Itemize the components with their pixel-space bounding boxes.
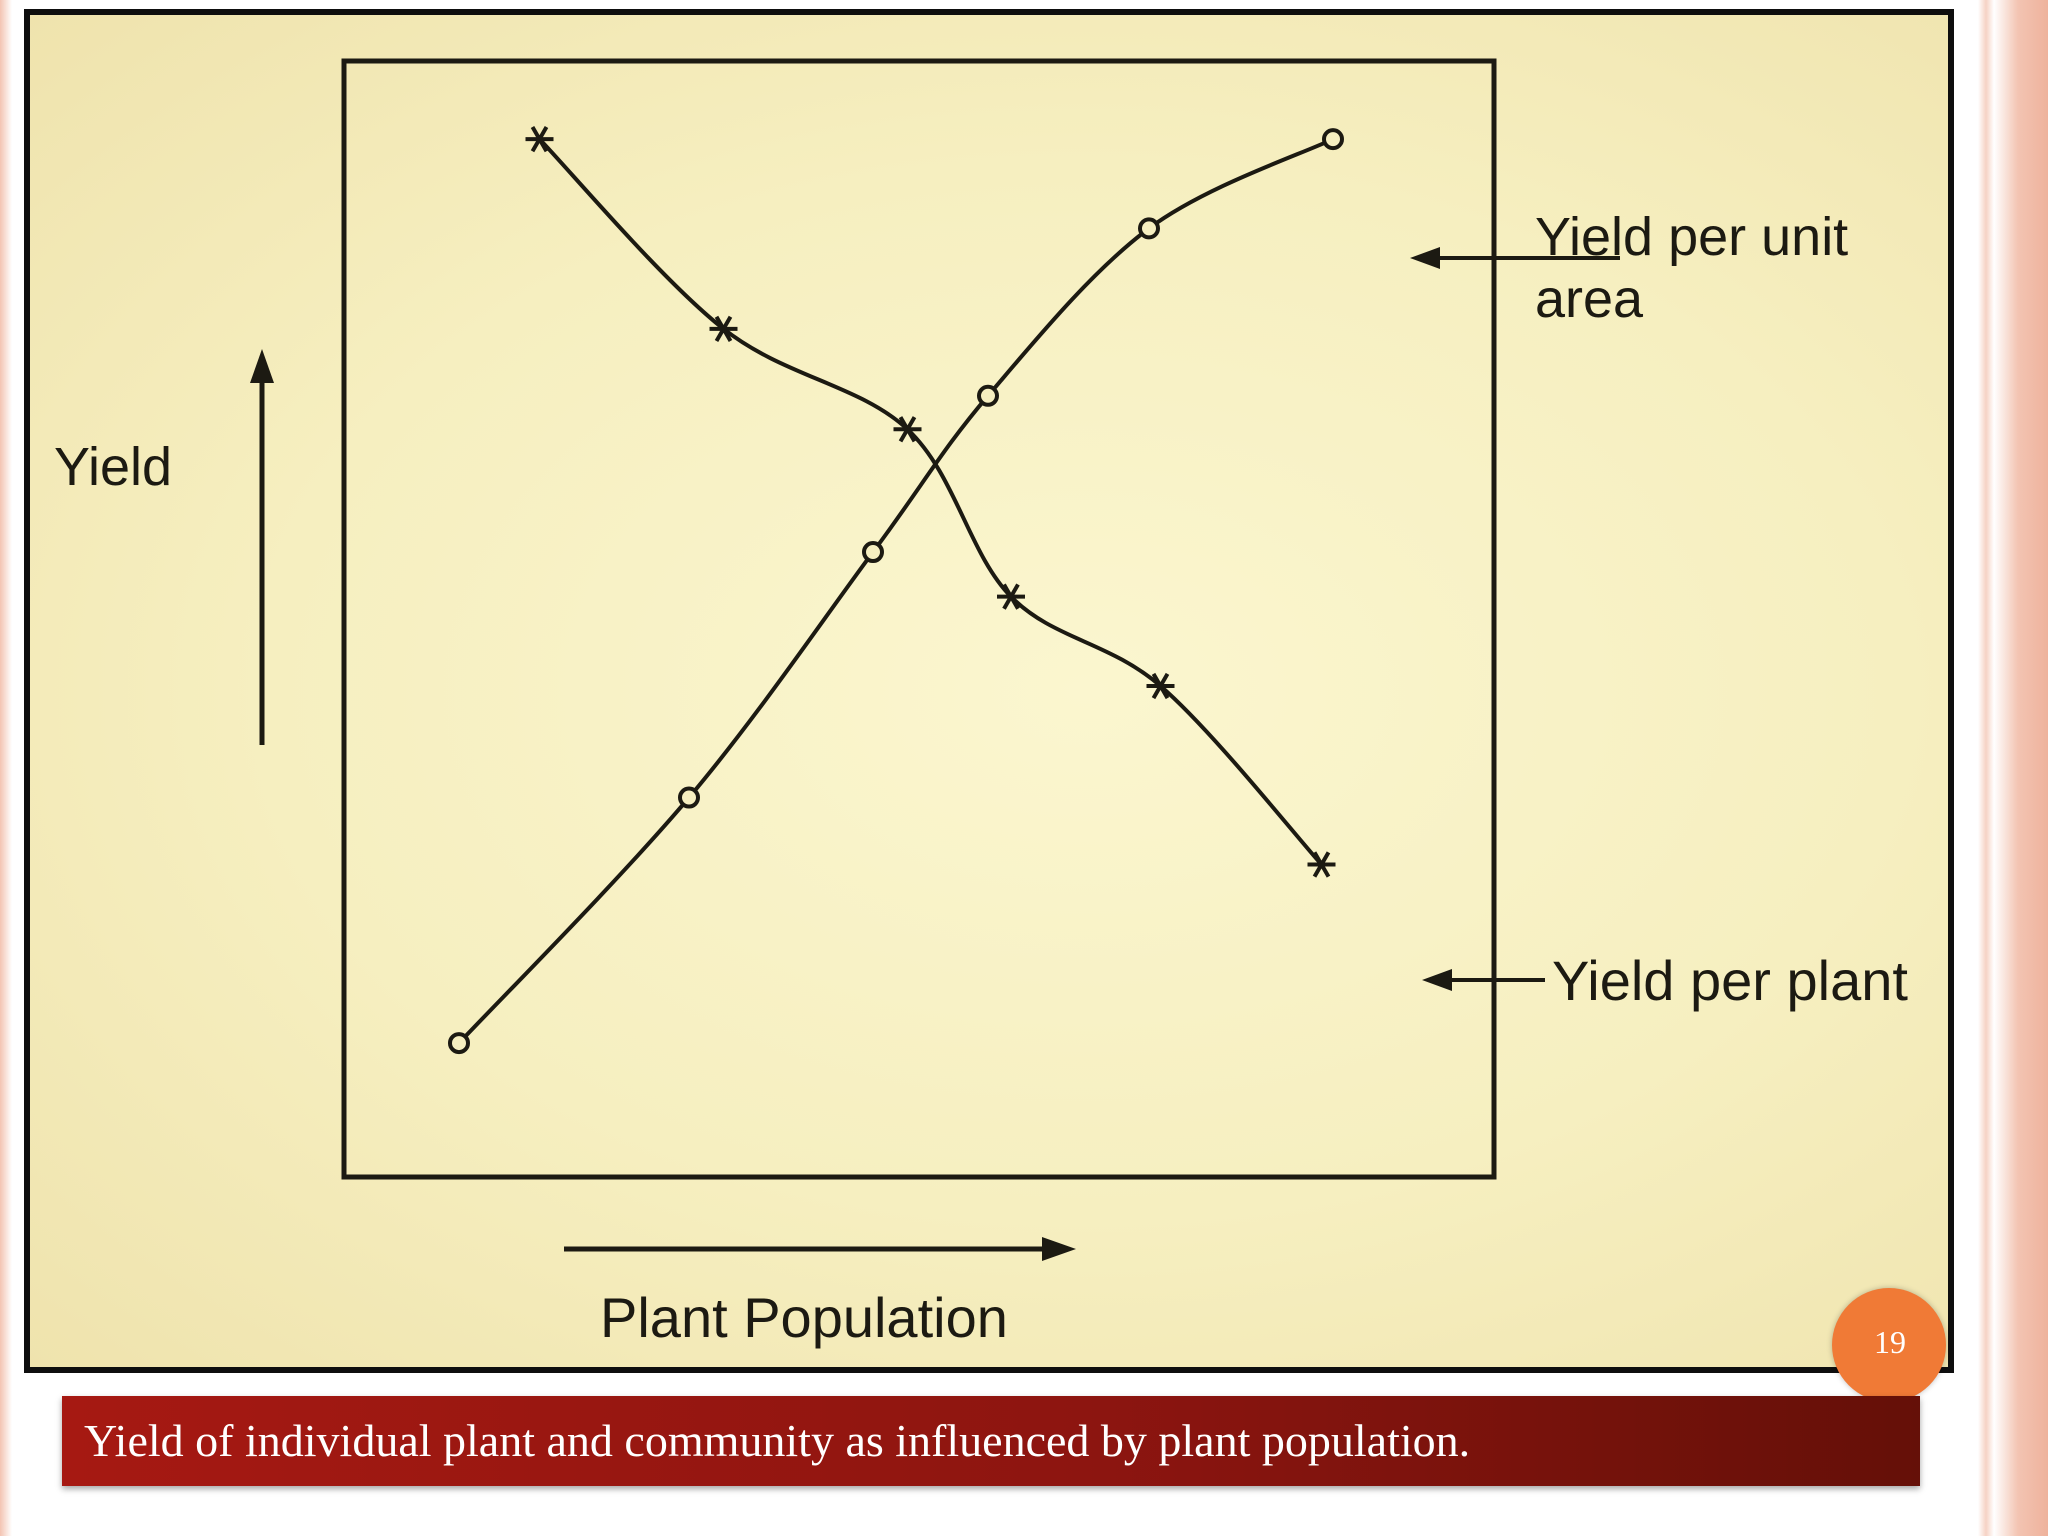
data-point-unit-area-3	[977, 384, 999, 407]
y-axis-arrowhead	[250, 349, 274, 383]
series-label-unit-area-line2: area	[1535, 269, 1644, 329]
plot-frame	[341, 58, 1497, 1180]
data-point-per-plant-0	[525, 125, 554, 153]
page-number: 19	[1874, 1324, 1906, 1360]
data-point-unit-area-1	[678, 786, 700, 809]
series-line-per-plant	[538, 137, 1323, 866]
data-point-per-plant-5	[1307, 851, 1336, 878]
label-arrowhead-per-plant	[1422, 969, 1452, 991]
label-arrowhead-unit-area	[1410, 247, 1440, 269]
figure-panel: Yield Plant Population Yield per unit ar…	[24, 9, 1954, 1373]
data-point-unit-area-4	[1138, 217, 1160, 240]
series-label-per-plant: Yield per plant	[1552, 949, 1908, 1012]
slide-right-border	[1978, 0, 2048, 1536]
caption-text: Yield of individual plant and community …	[84, 1415, 1471, 1466]
data-point-per-plant-1	[709, 315, 738, 342]
y-axis-label: Yield	[54, 437, 172, 497]
page-number-badge	[1832, 1288, 1946, 1402]
x-axis-label: Plant Population	[600, 1286, 1008, 1349]
data-point-unit-area-2	[862, 541, 884, 564]
data-point-unit-area-5	[1322, 128, 1344, 151]
x-axis-arrowhead	[1042, 1237, 1076, 1261]
series-layer	[448, 125, 1344, 1055]
series-label-unit-area-line1: Yield per unit	[1535, 207, 1848, 267]
series-line-unit-area	[457, 137, 1334, 1045]
data-point-per-plant-4	[1146, 672, 1175, 700]
slide-left-border	[0, 0, 12, 1536]
data-point-unit-area-0	[448, 1032, 470, 1055]
data-point-per-plant-3	[997, 583, 1025, 610]
data-point-per-plant-2	[893, 416, 922, 443]
caption-bar: Yield of individual plant and community …	[62, 1396, 1920, 1486]
series-label-unit-area: Yield per unit area	[1535, 207, 1863, 329]
chart: Yield Plant Population Yield per unit ar…	[54, 58, 1908, 1349]
